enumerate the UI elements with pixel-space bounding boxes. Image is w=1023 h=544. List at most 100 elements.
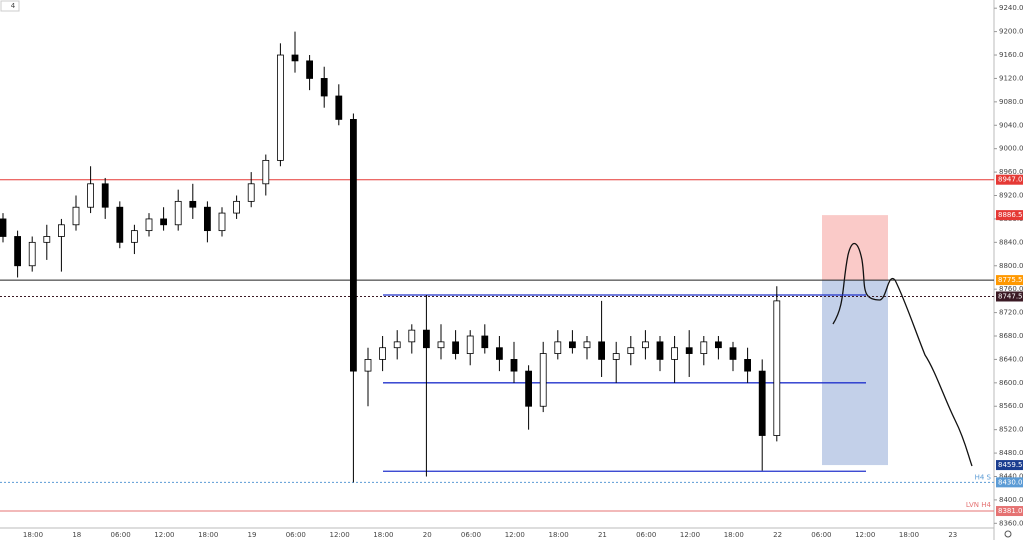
candle-body: [0, 218, 7, 237]
candle-body: [379, 347, 387, 360]
settings-icon[interactable]: [1004, 530, 1012, 538]
y-tick-label: 9040.0: [999, 121, 1023, 129]
candle-body: [72, 206, 80, 226]
candle-body: [539, 353, 547, 407]
candle-body: [247, 183, 255, 202]
candle-body: [729, 347, 737, 360]
candle-body: [306, 60, 314, 79]
stop-zone: [822, 280, 888, 466]
y-tick-label: 8560.0: [999, 402, 1023, 410]
x-tick-label: 18:00: [549, 531, 569, 539]
annotation: H4 S: [975, 473, 992, 481]
candle-body: [495, 347, 503, 360]
candle-body: [510, 359, 518, 372]
candle-body: [320, 78, 328, 97]
candle-body: [627, 347, 635, 354]
price-label-bg: [996, 174, 1023, 185]
candle-body: [393, 341, 401, 349]
candle-body: [773, 300, 781, 436]
candle-body: [525, 370, 532, 407]
y-tick-label: 8480.0: [999, 449, 1023, 457]
candle-body: [203, 206, 211, 232]
candle-body: [758, 370, 766, 436]
annotation: LVN H4: [966, 501, 992, 509]
y-tick-label: 8600.0: [999, 379, 1023, 387]
x-tick-label: 22: [773, 531, 782, 539]
candle-body: [349, 119, 357, 372]
candle-body: [58, 224, 65, 237]
candle-body: [554, 341, 562, 354]
candle-body: [262, 159, 270, 185]
y-tick-label: 8360.0: [999, 519, 1023, 527]
y-tick-label: 9080.0: [999, 98, 1023, 106]
x-tick-label: 12:00: [330, 531, 350, 539]
price-label: 8381.0: [998, 507, 1023, 515]
candle-body: [189, 200, 197, 208]
candle-body: [364, 359, 372, 372]
target-zone: [822, 215, 888, 281]
candle-body: [130, 230, 138, 243]
candle-body: [715, 341, 722, 349]
y-tick-label: 8760.0: [999, 285, 1023, 293]
y-tick-label: 8800.0: [999, 262, 1023, 270]
price-label-bg: [996, 275, 1023, 286]
price-label: 8459.5: [998, 461, 1023, 469]
candle-body: [437, 341, 445, 349]
price-label-bg: [996, 291, 1023, 302]
x-tick-label: 18:00: [899, 531, 919, 539]
y-tick-label: 8720.0: [999, 309, 1023, 317]
x-tick-label: 06:00: [461, 531, 481, 539]
x-tick-label: 06:00: [286, 531, 306, 539]
x-tick-label: 23: [948, 531, 957, 539]
y-tick-label: 8400.0: [999, 496, 1023, 504]
x-tick-label: 18:00: [23, 531, 43, 539]
candle-body: [744, 359, 751, 372]
x-tick-label: 06:00: [111, 531, 131, 539]
y-tick-label: 9000.0: [999, 145, 1023, 153]
price-label-bg: [996, 477, 1023, 488]
candle-body: [276, 54, 284, 161]
candle-body: [116, 206, 124, 243]
x-tick-label: 12:00: [855, 531, 875, 539]
x-tick-label: 12:00: [505, 531, 525, 539]
candle-body: [408, 329, 416, 343]
x-tick-label: 20: [423, 531, 432, 539]
candle-body: [466, 335, 474, 354]
candle-body: [598, 341, 605, 360]
y-tick-label: 8440.0: [999, 472, 1023, 480]
x-tick-label: 18: [72, 531, 81, 539]
y-tick-label: 9120.0: [999, 74, 1023, 82]
candle-body: [685, 347, 693, 354]
hand-drawn-path: [832, 242, 973, 467]
y-tick-label: 9240.0: [999, 4, 1023, 12]
candle-body: [291, 54, 299, 62]
x-tick-label: 18:00: [724, 531, 744, 539]
y-tick-label: 8920.0: [999, 192, 1023, 200]
candle-body: [700, 341, 708, 354]
y-tick-label: 8520.0: [999, 426, 1023, 434]
price-label: 8886.5: [998, 211, 1023, 219]
candle-body: [43, 236, 51, 243]
candle-body: [14, 236, 22, 267]
y-tick-label: 8960.0: [999, 168, 1023, 176]
candle-body: [145, 218, 153, 232]
x-tick-label: 12:00: [154, 531, 174, 539]
candle-body: [422, 329, 430, 349]
candle-body: [87, 183, 94, 208]
candle-body: [569, 341, 576, 349]
candle-body: [671, 347, 678, 360]
candle-body: [174, 200, 182, 226]
price-label: 8775.5: [998, 276, 1023, 284]
candle-body: [218, 212, 226, 232]
price-label-bg: [996, 506, 1023, 517]
candle-body: [233, 200, 241, 214]
x-tick-label: 19: [248, 531, 257, 539]
candle-body: [160, 218, 168, 226]
x-tick-label: 18:00: [373, 531, 393, 539]
candle-body: [642, 341, 649, 349]
interval-badge[interactable]: [0, 0, 20, 12]
candle-body: [481, 335, 489, 349]
candle-body: [612, 353, 620, 360]
candle-body: [335, 95, 343, 120]
